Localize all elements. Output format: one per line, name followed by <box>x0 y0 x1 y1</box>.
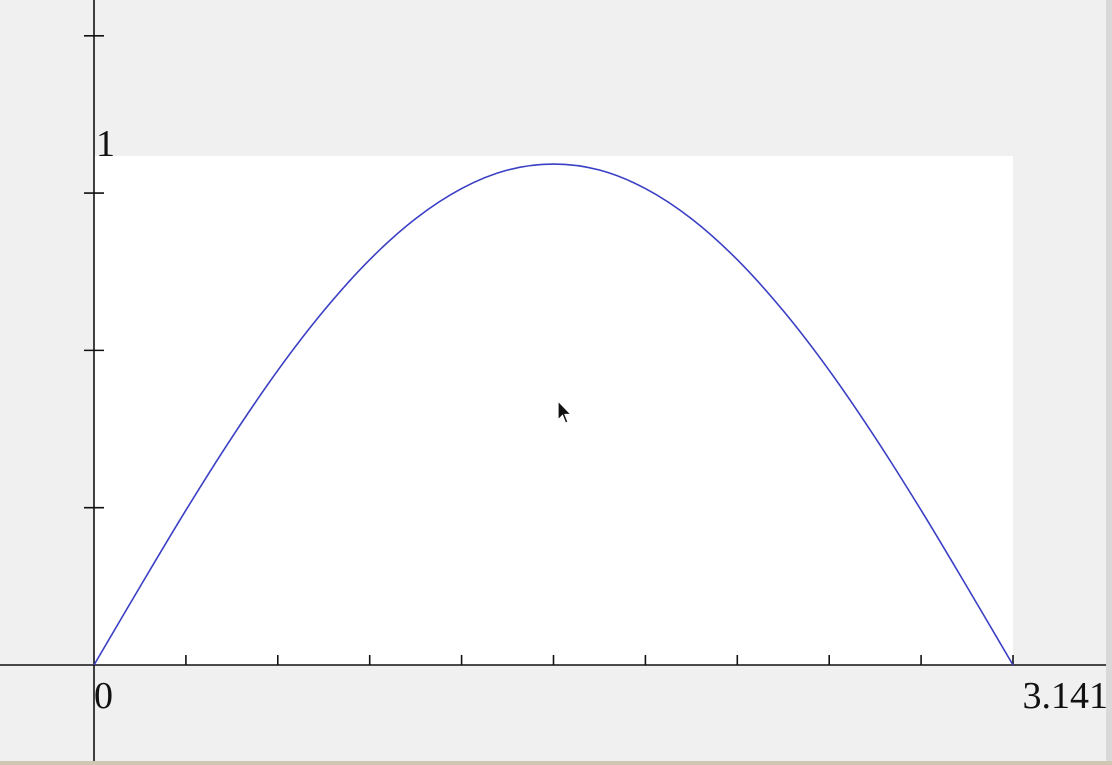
mouse-pointer-icon <box>557 400 573 424</box>
window-bottom-edge <box>0 761 1112 765</box>
window-edge <box>1106 0 1112 765</box>
x-tick-label-max: 3.141 <box>1023 675 1109 717</box>
y-tick-label-1: 1 <box>96 123 115 165</box>
tick-labels: 0 3.141 1 <box>94 123 1108 717</box>
x-tick-label-0: 0 <box>94 675 113 717</box>
ticks <box>84 34 1014 665</box>
plot-area <box>94 156 1013 665</box>
series-line-sine <box>93 163 1014 666</box>
